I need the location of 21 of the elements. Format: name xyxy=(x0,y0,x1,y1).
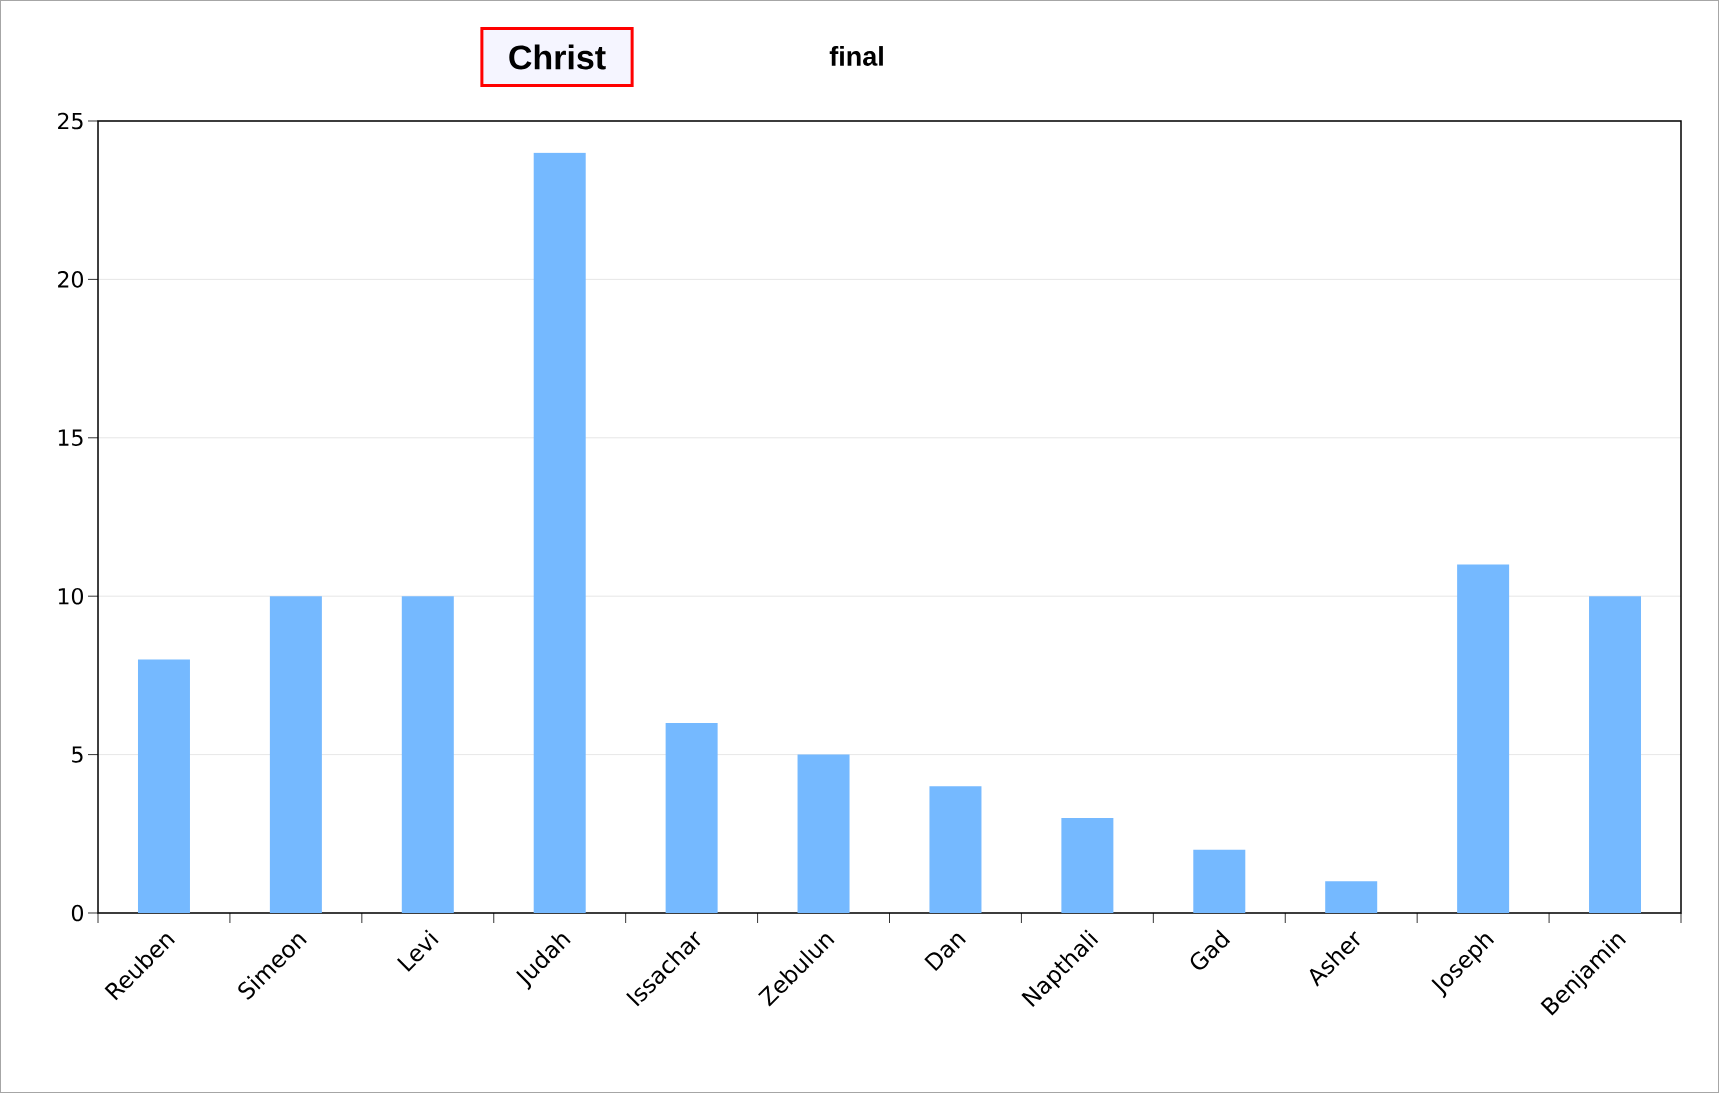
bar xyxy=(797,754,850,913)
bar xyxy=(137,659,190,913)
bar xyxy=(1589,596,1642,913)
bar xyxy=(269,596,322,913)
bar xyxy=(401,596,454,913)
bar xyxy=(665,722,718,913)
y-tick-label: 5 xyxy=(72,746,83,763)
bar xyxy=(1457,564,1510,913)
chart-title: Christ xyxy=(509,44,606,70)
y-tick-label: 20 xyxy=(58,271,83,288)
y-tick-label: 10 xyxy=(58,587,83,605)
chart-subtitle: final xyxy=(829,46,883,66)
bar xyxy=(1325,881,1378,913)
bar xyxy=(1061,817,1114,913)
bar xyxy=(1193,849,1246,913)
bar xyxy=(533,152,586,913)
y-tick-label: 25 xyxy=(58,112,83,130)
y-tick-label: 15 xyxy=(58,429,83,446)
y-tick-label: 0 xyxy=(71,904,83,922)
x-tick-label: Dan xyxy=(924,933,966,972)
bar xyxy=(929,786,982,913)
